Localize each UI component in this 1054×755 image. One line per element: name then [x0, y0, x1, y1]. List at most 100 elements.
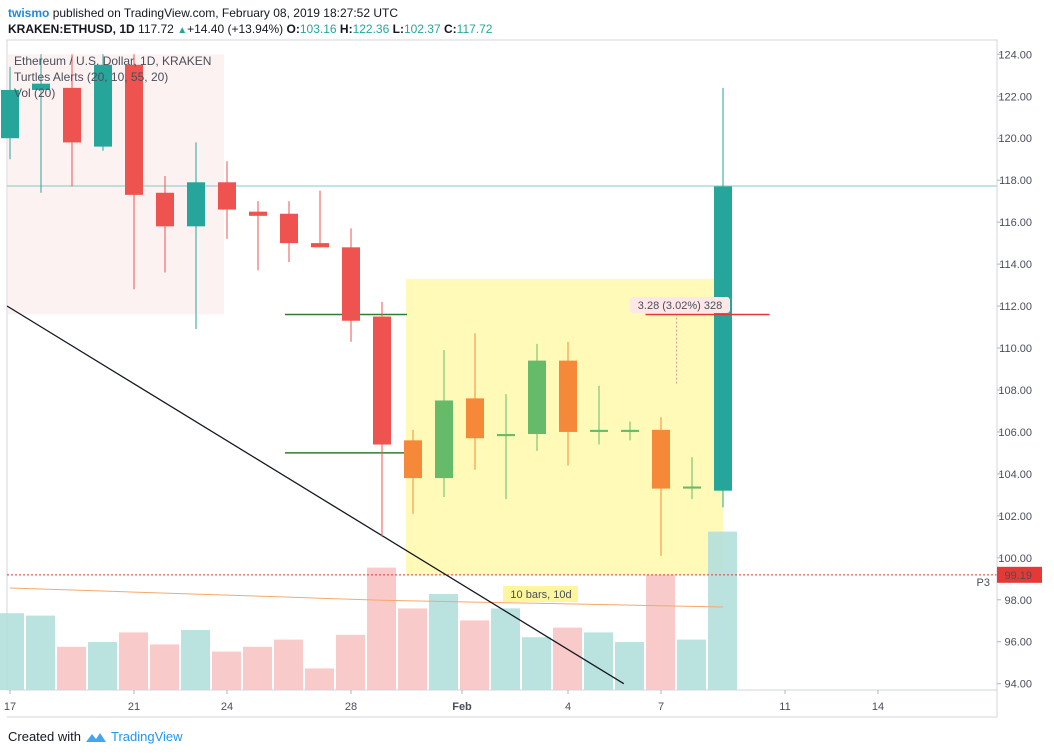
candle-body	[342, 247, 360, 321]
p3-tag: P3	[977, 577, 990, 589]
time-tick-label: 21	[128, 701, 140, 713]
candle-body	[156, 192, 174, 227]
legend-turtles-indicator[interactable]: Turtles Alerts (20, 10, 55, 20)	[14, 70, 169, 84]
time-axis[interactable]: 17 21 24 28 Feb 4 7 11 14	[4, 689, 997, 718]
volume-bar	[0, 613, 24, 690]
candle-body	[404, 440, 422, 479]
candle-body	[590, 429, 608, 432]
price-tick-label: 98.00	[1004, 595, 1032, 607]
lines-layer	[6, 185, 997, 685]
volume-bar	[460, 620, 489, 690]
candle-body	[559, 360, 577, 432]
volume-bar	[88, 642, 117, 690]
price-tick-label: 118.00	[999, 175, 1032, 187]
price-tick-label: 106.00	[998, 427, 1032, 439]
volume-bar	[212, 651, 241, 690]
volume-bar	[336, 634, 365, 690]
time-tick-label: Feb	[452, 701, 472, 713]
close-value: 117.72	[456, 22, 493, 36]
last-price: 117.72	[138, 22, 174, 36]
tradingview-logo-icon	[85, 732, 106, 742]
legend-symbol[interactable]: Ethereum / U.S. Dollar, 1D, KRAKEN	[14, 54, 212, 68]
low-value: 102.37	[403, 22, 441, 36]
volume-bar	[398, 608, 427, 690]
volume-bar	[181, 630, 210, 690]
volume-bar	[553, 627, 582, 690]
candles-layer	[1, 54, 732, 556]
candle-body	[652, 429, 670, 489]
p3-price-label: 99.19	[1004, 570, 1032, 582]
candle-body	[125, 64, 143, 195]
time-tick-label: 24	[221, 701, 233, 713]
volume-bar	[367, 567, 396, 690]
chart-legend: Ethereum / U.S. Dollar, 1D, KRAKEN Turtl…	[14, 53, 211, 101]
volume-bar	[243, 646, 272, 690]
price-tick-label: 110.00	[999, 343, 1032, 355]
price-tick-label: 102.00	[998, 511, 1032, 523]
annotations-layer: 3.28 (3.02%) 328 10 bars, 10d	[503, 297, 770, 602]
trend-line	[6, 305, 625, 685]
chart-header: twismo published on TradingView.com, Feb…	[0, 0, 1054, 40]
price-change: +14.40 (+13.94%)	[187, 22, 284, 36]
time-tick-label: 11	[779, 701, 790, 713]
time-tick-label: 17	[4, 701, 16, 713]
volume-bar	[491, 608, 520, 690]
high-value: 122.36	[352, 22, 390, 36]
volume-bar	[615, 642, 644, 690]
candle-body	[187, 182, 205, 227]
legend-volume-indicator[interactable]: Vol (20)	[14, 86, 56, 100]
up-arrow-icon: ▲	[177, 25, 188, 36]
volume-bar	[119, 632, 148, 690]
price-tick-label: 114.00	[999, 259, 1032, 271]
time-tick-label: 14	[872, 701, 884, 713]
volume-bar	[26, 615, 55, 690]
open-label: O:	[286, 22, 300, 36]
price-tick-label: 116.00	[999, 217, 1032, 229]
time-tick-label: 4	[565, 701, 571, 713]
candle-body	[683, 486, 701, 489]
candle-body	[466, 398, 484, 439]
tradingview-brand[interactable]: TradingView	[110, 729, 183, 744]
price-tick-label: 108.00	[998, 385, 1032, 397]
close-label: C:	[444, 22, 457, 36]
candle-body	[280, 213, 298, 244]
candle-body	[311, 243, 329, 248]
price-tick-label: 104.00	[998, 469, 1032, 481]
candle-body	[218, 182, 236, 210]
volume-bar	[584, 632, 613, 690]
volume-bar	[274, 639, 303, 690]
price-tick-label: 120.00	[998, 133, 1032, 145]
candle-body	[373, 316, 391, 445]
price-tick-label: 94.00	[1004, 679, 1032, 691]
candle-body	[528, 360, 546, 435]
bars-label-bg	[503, 586, 578, 602]
open-value: 103.16	[299, 22, 337, 36]
published-text: published on TradingView.com, February 0…	[52, 6, 399, 20]
volume-bar	[522, 637, 551, 690]
symbol-label[interactable]: KRAKEN:ETHUSD, 1D	[8, 22, 135, 36]
volume-bar	[677, 639, 706, 690]
candle-body	[249, 211, 267, 216]
candle-body	[497, 434, 515, 437]
volume-layer	[0, 531, 737, 690]
candle-body	[32, 83, 50, 90]
volume-bar	[429, 594, 458, 690]
volume-bar	[708, 531, 737, 690]
volume-bar	[305, 668, 334, 690]
p3-price-label-bg	[997, 566, 1042, 583]
price-tick-label: 124.00	[998, 49, 1032, 61]
volume-bar	[646, 574, 675, 690]
price-axis[interactable]: 94.00 96.00 98.00 100.00 102.00 104.00 106.00 1…	[977, 40, 1042, 717]
candle-body	[714, 186, 732, 491]
high-label: H:	[339, 22, 353, 36]
price-tick-label: 112.00	[999, 301, 1032, 313]
symbol-info-line: KRAKEN:ETHUSD, 1D 117.72 ▲+14.40 (+13.94…	[8, 22, 492, 36]
author-name[interactable]: twismo	[8, 6, 50, 20]
candle-body	[1, 89, 19, 139]
price-tick-label: 100.00	[998, 553, 1032, 565]
price-tick-label: 96.00	[1004, 637, 1032, 649]
created-with-text: Created with	[8, 729, 81, 744]
publish-line: twismo published on TradingView.com, Feb…	[8, 6, 398, 20]
volume-ma-line	[9, 587, 724, 608]
